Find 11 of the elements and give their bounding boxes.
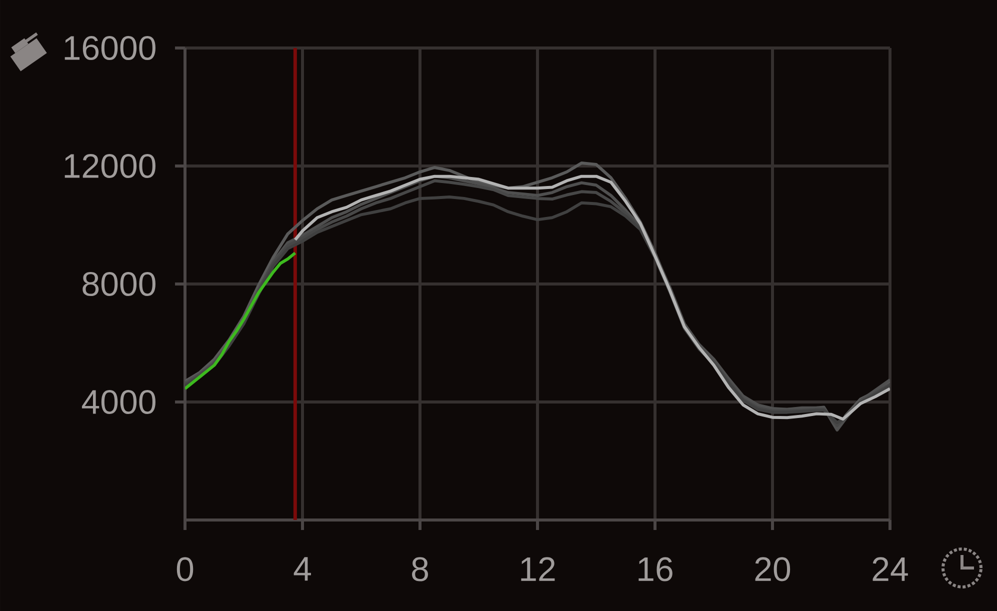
x-tick-label: 12 (521, 557, 555, 581)
y-tick-label: 12000 (64, 154, 156, 178)
x-tick-label: 16 (638, 557, 672, 582)
x-tick-label: 20 (755, 557, 790, 582)
y-tick-label: 16000 (64, 36, 156, 60)
x-tick-label: 8 (412, 557, 428, 582)
y-tick-label: 4000 (82, 390, 156, 414)
x-tick-label: 0 (176, 557, 194, 582)
x-tick-label: 24 (872, 557, 908, 581)
x-tick-label: 4 (294, 557, 311, 581)
y-tick-label: 8000 (82, 272, 156, 296)
